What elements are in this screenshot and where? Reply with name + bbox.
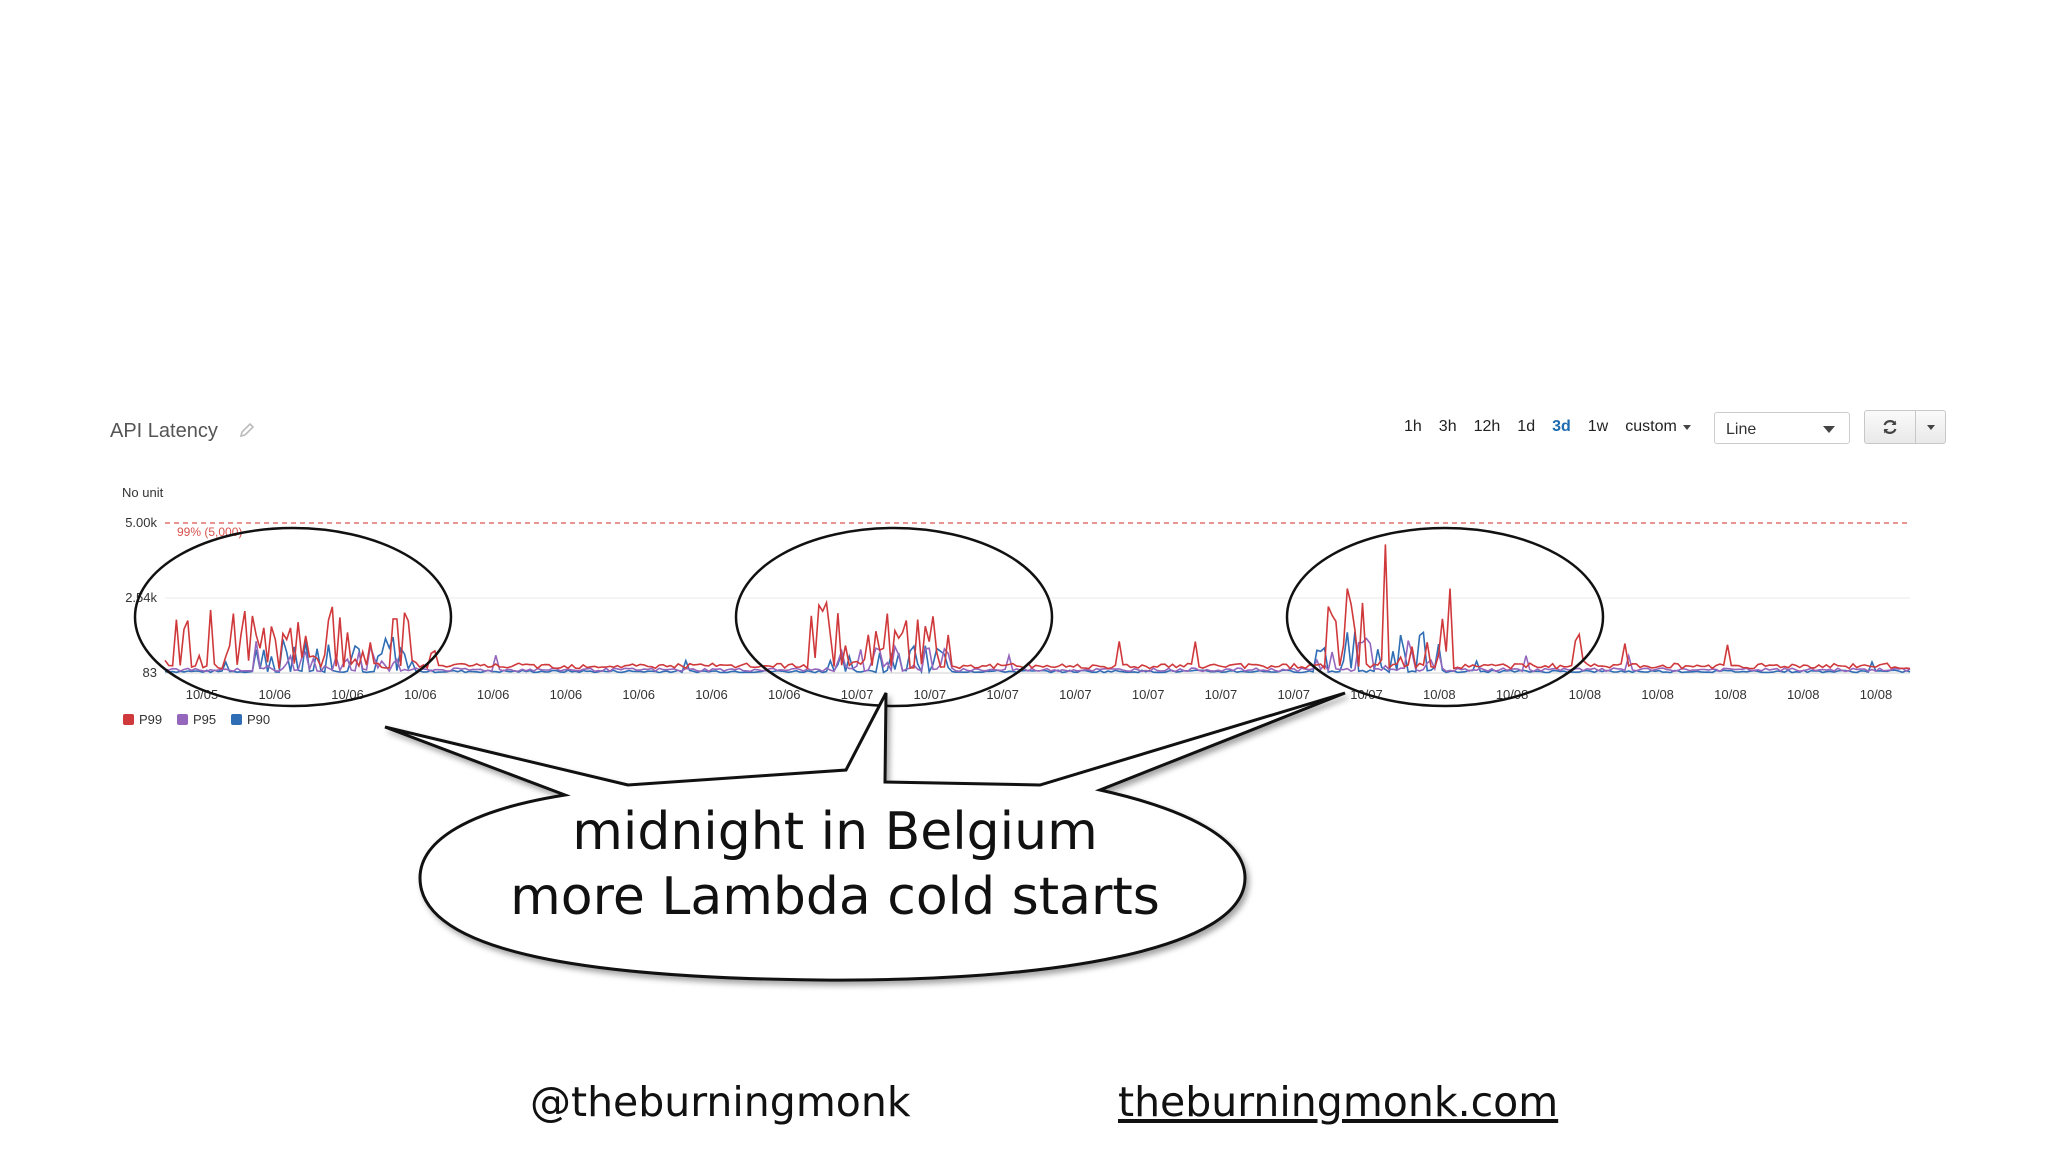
y-tick-label: 5.00k: [125, 515, 157, 530]
x-tick-label: 10/07: [914, 687, 947, 702]
series-line-p95: [164, 637, 1911, 674]
x-tick-label: 10/06: [259, 687, 292, 702]
time-range-controls: 1h 3h 12h 1d 3d 1w custom: [1404, 418, 1691, 436]
chart-grid: [165, 597, 1910, 674]
custom-range-button[interactable]: custom: [1625, 418, 1691, 436]
highlight-ellipse-1: [133, 526, 453, 708]
x-tick-label: 10/08: [1496, 687, 1529, 702]
range-1h-button[interactable]: 1h: [1404, 418, 1422, 435]
x-tick-label: 10/05: [186, 687, 219, 702]
refresh-icon: [1883, 420, 1897, 434]
legend-label-p90[interactable]: P90: [247, 712, 270, 727]
legend-swatch-p95: [177, 714, 188, 725]
x-tick-label: 10/07: [1205, 687, 1238, 702]
x-tick-label: 10/08: [1641, 687, 1674, 702]
x-tick-label: 10/06: [477, 687, 510, 702]
speech-bubble: [384, 691, 1346, 982]
chevron-down-icon: [1926, 424, 1935, 430]
y-tick-label: 2.54k: [125, 590, 157, 605]
callout-text: midnight in Belgium more Lambda cold sta…: [420, 800, 1250, 930]
series-layer: [164, 544, 1911, 675]
x-tick-label: 10/06: [622, 687, 655, 702]
range-3d-button[interactable]: 3d: [1552, 418, 1571, 435]
range-12h-button[interactable]: 12h: [1473, 418, 1501, 435]
threshold-line: 99% (5,000): [165, 522, 1910, 539]
x-tick-label: 10/07: [1132, 687, 1165, 702]
range-1d-button[interactable]: 1d: [1517, 418, 1536, 435]
view-type-select[interactable]: Line: [1714, 412, 1850, 444]
callout-line-2: more Lambda cold starts: [510, 867, 1160, 927]
x-tick-label: 10/07: [1059, 687, 1092, 702]
x-tick-label: 10/06: [695, 687, 728, 702]
range-3h-button[interactable]: 3h: [1438, 418, 1457, 435]
custom-range-label: custom: [1625, 418, 1677, 435]
x-tick-label: 10/06: [768, 687, 801, 702]
x-tick-label: 10/07: [841, 687, 874, 702]
x-tick-label: 10/08: [1423, 687, 1456, 702]
range-1w-button[interactable]: 1w: [1587, 418, 1609, 435]
x-tick-label: 10/07: [1277, 687, 1310, 702]
widget-title: API Latency: [110, 420, 218, 442]
y-unit-label: No unit: [122, 485, 164, 500]
y-tick-label: 83: [143, 665, 157, 680]
refresh-options-button[interactable]: [1916, 411, 1945, 443]
x-tick-label: 10/08: [1714, 687, 1747, 702]
legend-swatch-p90: [231, 714, 242, 725]
legend-label-p99[interactable]: P99: [139, 712, 162, 727]
x-tick-label: 10/06: [404, 687, 437, 702]
y-tick-labels: 5.00k 2.54k 83: [125, 515, 157, 680]
x-tick-label: 10/08: [1787, 687, 1820, 702]
x-tick-label: 10/08: [1569, 687, 1602, 702]
website-link[interactable]: theburningmonk.com: [1118, 1078, 1559, 1126]
x-tick-label: 10/06: [550, 687, 583, 702]
x-tick-label: 10/07: [986, 687, 1019, 702]
chart-legend: P99 P95 P90: [123, 712, 270, 727]
chevron-down-icon: [1682, 424, 1691, 430]
series-line-p99: [164, 544, 1911, 671]
callout-line-1: midnight in Belgium: [572, 802, 1098, 862]
pencil-icon[interactable]: [238, 421, 256, 439]
refresh-button[interactable]: [1865, 411, 1916, 443]
legend-swatch-p99: [123, 714, 134, 725]
legend-label-p95[interactable]: P95: [193, 712, 216, 727]
highlight-ellipse-3: [1285, 526, 1605, 708]
x-tick-label: 10/08: [1860, 687, 1893, 702]
x-tick-labels: 10/05 10/06 10/06 10/06 10/06 10/06 10/06 10/06…: [186, 687, 1893, 702]
view-type-value: Line: [1726, 421, 1757, 438]
highlight-ellipse-2: [734, 526, 1054, 708]
threshold-label: 99% (5,000): [177, 525, 242, 539]
refresh-button-group: [1864, 410, 1946, 444]
twitter-handle: @theburningmonk: [530, 1078, 911, 1126]
chevron-down-icon: [1823, 426, 1835, 433]
